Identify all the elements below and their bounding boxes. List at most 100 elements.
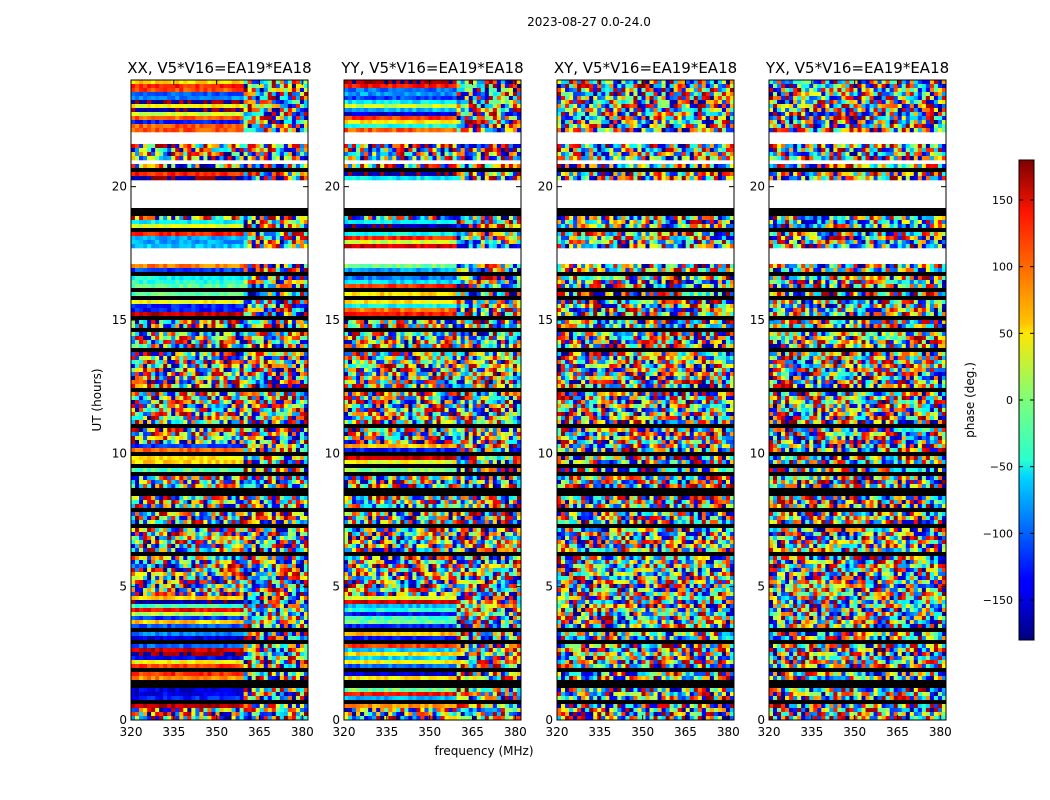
phase-cell bbox=[219, 340, 224, 345]
phase-cell bbox=[151, 100, 156, 105]
phase-cell bbox=[195, 608, 200, 613]
phase-cell bbox=[247, 548, 252, 553]
phase-cell bbox=[255, 476, 261, 481]
phase-cell bbox=[299, 376, 305, 381]
phase-cell bbox=[171, 96, 176, 101]
phase-cell bbox=[271, 308, 277, 313]
phase-cell bbox=[247, 392, 252, 397]
phase-cell bbox=[251, 128, 257, 133]
phase-cell bbox=[159, 644, 164, 649]
phase-cell bbox=[239, 448, 244, 453]
phase-cell bbox=[275, 364, 281, 369]
phase-cell bbox=[295, 88, 301, 93]
phase-cell bbox=[263, 644, 269, 649]
phase-cell bbox=[215, 112, 220, 117]
phase-cell bbox=[295, 380, 301, 385]
phase-cell bbox=[207, 112, 212, 117]
phase-cell bbox=[207, 564, 212, 569]
phase-cell bbox=[259, 476, 265, 481]
phase-cell bbox=[247, 540, 252, 545]
phase-cell bbox=[283, 448, 289, 453]
phase-cell bbox=[139, 616, 144, 621]
phase-cell bbox=[287, 448, 293, 453]
phase-cell bbox=[191, 504, 196, 509]
phase-cell bbox=[223, 504, 228, 509]
phase-cell bbox=[255, 364, 261, 369]
phase-cell bbox=[171, 588, 176, 593]
phase-cell bbox=[155, 368, 160, 373]
phase-cell bbox=[199, 176, 204, 181]
phase-cell bbox=[239, 652, 244, 657]
phase-cell bbox=[187, 580, 192, 585]
phase-cell bbox=[143, 304, 148, 309]
phase-cell bbox=[183, 660, 188, 665]
phase-cell bbox=[195, 504, 200, 509]
phase-cell bbox=[223, 648, 228, 653]
phase-cell bbox=[227, 564, 232, 569]
phase-cell bbox=[159, 632, 164, 637]
phase-cell bbox=[139, 580, 144, 585]
phase-cell bbox=[227, 608, 232, 613]
phase-cell bbox=[183, 568, 188, 573]
phase-cell bbox=[227, 400, 232, 405]
phase-cell bbox=[207, 568, 212, 573]
phase-cell bbox=[303, 244, 308, 249]
phase-cell bbox=[255, 360, 261, 365]
phase-cell bbox=[171, 644, 176, 649]
phase-cell bbox=[163, 560, 168, 565]
phase-cell bbox=[279, 440, 285, 445]
phase-cell bbox=[171, 664, 176, 669]
phase-cell bbox=[303, 548, 308, 553]
phase-cell bbox=[207, 336, 212, 341]
phase-cell bbox=[203, 232, 208, 237]
phase-cell bbox=[271, 548, 277, 553]
phase-cell bbox=[135, 216, 140, 221]
phase-cell bbox=[183, 84, 188, 89]
phase-cell bbox=[131, 128, 136, 133]
phase-cell bbox=[283, 596, 289, 601]
phase-cell bbox=[147, 476, 152, 481]
phase-cell bbox=[179, 496, 184, 501]
phase-cell bbox=[247, 88, 252, 93]
phase-cell bbox=[187, 616, 192, 621]
phase-cell bbox=[239, 660, 244, 665]
phase-cell bbox=[255, 172, 261, 177]
phase-cell bbox=[271, 312, 277, 317]
phase-cell bbox=[163, 232, 168, 237]
phase-cell bbox=[175, 364, 180, 369]
phase-cell bbox=[143, 616, 148, 621]
phase-cell bbox=[267, 496, 273, 501]
phase-cell bbox=[279, 428, 285, 433]
phase-cell bbox=[287, 244, 293, 249]
phase-cell bbox=[271, 532, 277, 537]
phase-cell bbox=[247, 344, 252, 349]
phase-cell bbox=[275, 408, 281, 413]
phase-cell bbox=[147, 236, 152, 241]
phase-cell bbox=[167, 280, 172, 285]
phase-cell bbox=[295, 364, 301, 369]
phase-cell bbox=[143, 380, 148, 385]
phase-cell bbox=[259, 528, 265, 533]
phase-cell bbox=[287, 120, 293, 125]
phase-cell bbox=[147, 504, 152, 509]
phase-cell bbox=[179, 540, 184, 545]
phase-cell bbox=[171, 284, 176, 289]
phase-cell bbox=[299, 440, 305, 445]
phase-cell bbox=[239, 664, 244, 669]
phase-cell bbox=[143, 148, 148, 153]
phase-cell bbox=[279, 564, 285, 569]
phase-cell bbox=[239, 688, 244, 693]
phase-cell bbox=[199, 84, 204, 89]
phase-cell bbox=[163, 624, 168, 629]
phase-cell bbox=[259, 360, 265, 365]
phase-cell bbox=[299, 300, 305, 305]
phase-cell bbox=[243, 660, 248, 665]
phase-cell bbox=[267, 512, 273, 517]
phase-cell bbox=[227, 596, 232, 601]
phase-cell bbox=[147, 120, 152, 125]
phase-cell bbox=[243, 496, 248, 501]
phase-cell bbox=[259, 448, 265, 453]
phase-cell bbox=[287, 584, 293, 589]
phase-cell bbox=[183, 572, 188, 577]
phase-cell bbox=[227, 352, 232, 357]
